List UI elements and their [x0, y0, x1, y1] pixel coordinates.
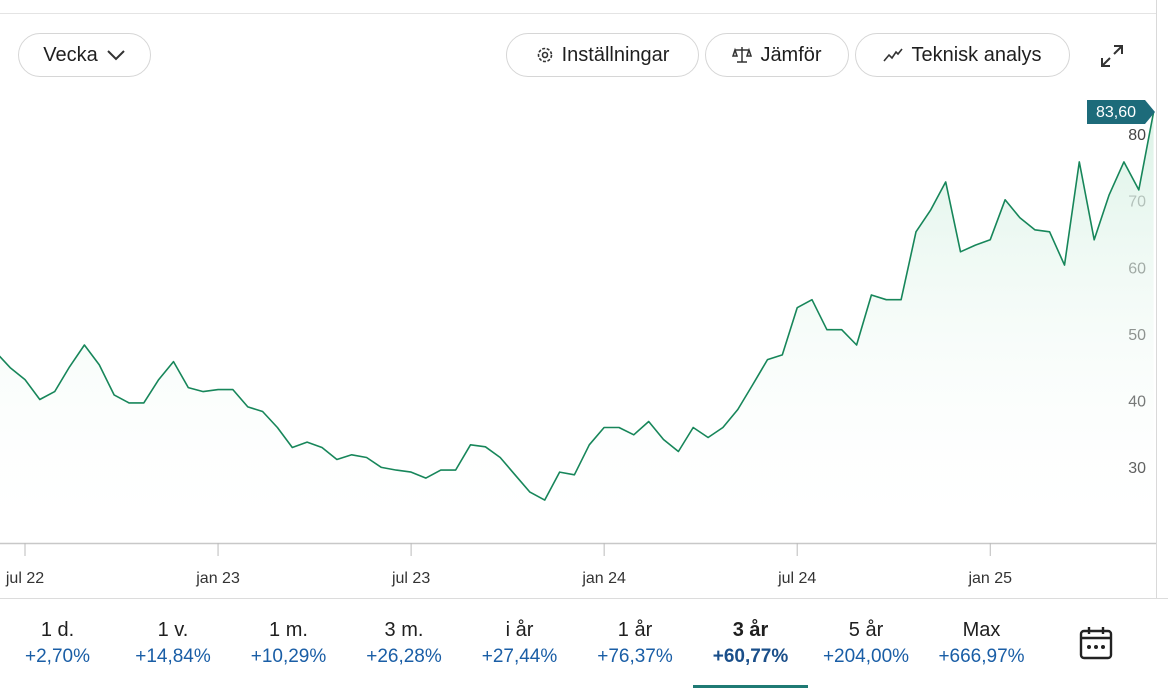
chevron-icon: [107, 50, 125, 61]
period-change: +10,29%: [250, 646, 327, 667]
period-tab[interactable]: 3 m. +26,28%: [347, 600, 462, 688]
x-tick-label: jul 23: [391, 570, 430, 587]
settings-button[interactable]: Inställningar: [506, 33, 699, 77]
x-tick-label: jan 25: [967, 570, 1012, 587]
trend-icon: [883, 48, 904, 62]
interval-label: Vecka: [43, 43, 98, 66]
compare-button[interactable]: Jämför: [705, 33, 849, 77]
period-label: 5 år: [848, 619, 884, 641]
y-tick-label: 80: [1128, 127, 1146, 144]
period-change: +14,84%: [135, 646, 211, 667]
period-change: +76,37%: [597, 646, 673, 667]
top-rule: [0, 13, 1156, 14]
period-change: +60,77%: [712, 646, 789, 667]
period-change: +204,00%: [822, 646, 910, 667]
selected-indicator: [693, 685, 808, 688]
period-change: +666,97%: [938, 646, 1025, 667]
period-tab[interactable]: 1 d. +2,70%: [0, 600, 115, 688]
fullscreen-icon[interactable]: [1099, 43, 1125, 69]
period-label: 1 v.: [157, 619, 189, 641]
period-tab[interactable]: 3 år +60,77%: [693, 600, 808, 688]
price-line: [0, 111, 1155, 501]
period-label: 3 m.: [384, 619, 424, 641]
period-label: 1 år: [617, 619, 653, 641]
x-tick-label: jan 24: [581, 570, 626, 587]
x-tick-label: jul 22: [5, 570, 44, 587]
period-change: +2,70%: [25, 646, 90, 667]
x-tick-label: jul 24: [777, 570, 816, 587]
period-label: 1 d.: [40, 619, 75, 641]
gear-icon: [537, 47, 552, 63]
price-tag-bg: [1087, 99, 1155, 124]
price-tag-label: 83,60: [1096, 104, 1136, 121]
compare-label: Jämför: [760, 43, 822, 66]
tabs-rule: [0, 598, 1168, 599]
period-label: 1 m.: [269, 619, 308, 641]
technical-analysis-label: Teknisk analys: [911, 43, 1042, 66]
period-tab[interactable]: 5 år +204,00%: [809, 600, 924, 688]
interval-dropdown[interactable]: Vecka: [18, 33, 151, 77]
period-tab[interactable]: Max +666,97%: [924, 600, 1039, 688]
technical-analysis-button[interactable]: Teknisk analys: [855, 33, 1070, 77]
period-change: +27,44%: [481, 646, 558, 667]
right-rule: [1156, 0, 1157, 598]
period-label: i år: [505, 619, 534, 641]
period-tab[interactable]: 1 år +76,37%: [578, 600, 693, 688]
period-change: +26,28%: [366, 646, 442, 667]
scale-icon: [732, 47, 753, 63]
period-label: 3 år: [732, 619, 769, 641]
price-tag: 83,60: [1087, 99, 1155, 124]
area-fill: [0, 112, 1154, 543]
calendar-icon[interactable]: [1079, 626, 1113, 660]
period-tab[interactable]: 1 m. +10,29%: [231, 600, 346, 688]
x-tick-label: jan 23: [195, 570, 240, 587]
period-tab[interactable]: i år +27,44%: [462, 600, 577, 688]
period-tab[interactable]: 1 v. +14,84%: [116, 600, 231, 688]
period-label: Max: [962, 619, 1001, 641]
plot-area: [0, 111, 1155, 543]
settings-label: Inställningar: [561, 43, 670, 66]
